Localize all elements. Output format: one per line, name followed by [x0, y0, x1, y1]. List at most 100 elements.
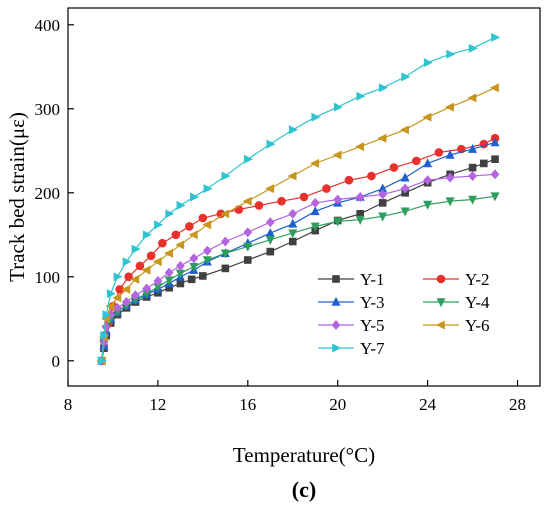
data-point — [467, 93, 477, 103]
legend-label: Y-2 — [465, 270, 490, 289]
data-point — [105, 301, 115, 311]
data-point — [367, 171, 376, 181]
series-y-2 — [97, 133, 500, 366]
data-point — [355, 192, 365, 202]
data-point — [400, 172, 410, 182]
data-point — [378, 212, 388, 222]
data-point — [422, 112, 432, 122]
legend-item-y-2: Y-2 — [423, 270, 490, 289]
panel-label: (c) — [292, 477, 316, 502]
data-point — [435, 320, 445, 330]
legend-item-y-1: Y-1 — [318, 270, 385, 289]
data-point — [106, 289, 116, 299]
data-point — [100, 331, 110, 341]
data-point — [423, 58, 433, 68]
data-point — [146, 251, 156, 261]
data-point — [378, 83, 388, 93]
data-point — [203, 184, 213, 194]
data-point — [356, 91, 366, 101]
data-point — [164, 276, 174, 286]
legend-label: Y-3 — [360, 293, 385, 312]
data-point — [310, 222, 320, 232]
data-point — [333, 217, 343, 227]
data-point — [378, 189, 388, 200]
plot-frame — [67, 7, 541, 387]
y-tick-label: 0 — [52, 352, 61, 371]
data-point — [175, 240, 185, 250]
series-y-7 — [97, 32, 501, 366]
data-point — [355, 142, 364, 152]
data-point — [332, 343, 342, 353]
data-point — [131, 290, 140, 301]
data-point — [434, 148, 444, 157]
data-point — [154, 220, 164, 230]
data-point — [202, 245, 212, 256]
data-point — [491, 32, 501, 42]
data-point — [187, 275, 196, 284]
data-point — [190, 192, 200, 202]
data-point — [389, 163, 399, 172]
data-point — [288, 208, 298, 219]
legend-item-y-7: Y-7 — [318, 339, 385, 358]
axis-ticks: 8 12 16 20 24 28 0 100 200 300 400 — [35, 16, 527, 414]
data-point — [165, 209, 175, 219]
data-point — [445, 172, 455, 183]
data-point — [331, 296, 341, 306]
y-tick-label: 100 — [35, 268, 61, 287]
data-point — [176, 279, 185, 288]
data-point — [199, 272, 207, 280]
data-point — [355, 215, 365, 225]
data-point — [333, 194, 343, 205]
data-point — [288, 237, 297, 246]
x-tick-label: 12 — [149, 395, 166, 414]
data-point — [189, 262, 199, 272]
data-point — [445, 149, 455, 159]
legend-label: Y-6 — [465, 316, 490, 335]
data-point — [266, 247, 275, 256]
data-point — [444, 102, 454, 112]
legend-label: Y-5 — [360, 316, 385, 335]
series-line — [101, 137, 496, 361]
data-point — [163, 248, 173, 258]
legend-label: Y-7 — [360, 339, 385, 358]
x-tick-label: 16 — [239, 395, 256, 414]
legend-item-y-6: Y-6 — [423, 316, 490, 335]
data-point — [288, 125, 298, 135]
data-point — [287, 171, 297, 181]
data-point — [220, 236, 230, 247]
series-y-6 — [96, 83, 499, 366]
data-point — [468, 195, 478, 205]
data-point — [277, 196, 286, 206]
data-point — [288, 218, 298, 228]
legend-item-y-5: Y-5 — [318, 316, 385, 335]
data-point — [202, 220, 212, 230]
y-tick-label: 300 — [35, 100, 61, 119]
data-point — [188, 230, 198, 240]
data-point — [333, 102, 343, 112]
x-tick-label: 20 — [329, 395, 346, 414]
data-point — [153, 276, 163, 286]
y-tick-label: 200 — [35, 184, 61, 203]
data-point — [490, 137, 500, 147]
data-point — [332, 150, 342, 160]
data-point — [142, 283, 152, 294]
data-point — [244, 154, 253, 164]
data-point — [202, 256, 212, 266]
data-point — [185, 222, 194, 231]
data-point — [176, 200, 186, 210]
data-point — [265, 227, 275, 237]
data-point — [220, 209, 230, 219]
y-axis-label: Track bed strain(με) — [5, 112, 29, 282]
data-point — [175, 260, 185, 271]
x-tick-label: 28 — [509, 395, 526, 414]
data-point — [244, 256, 252, 264]
series-line — [101, 36, 496, 361]
data-point — [265, 236, 275, 246]
data-point — [480, 159, 488, 168]
data-point — [113, 302, 122, 313]
x-tick-label: 24 — [419, 395, 437, 414]
legend-label: Y-1 — [360, 270, 385, 289]
data-point — [423, 200, 433, 210]
data-point — [489, 83, 499, 93]
